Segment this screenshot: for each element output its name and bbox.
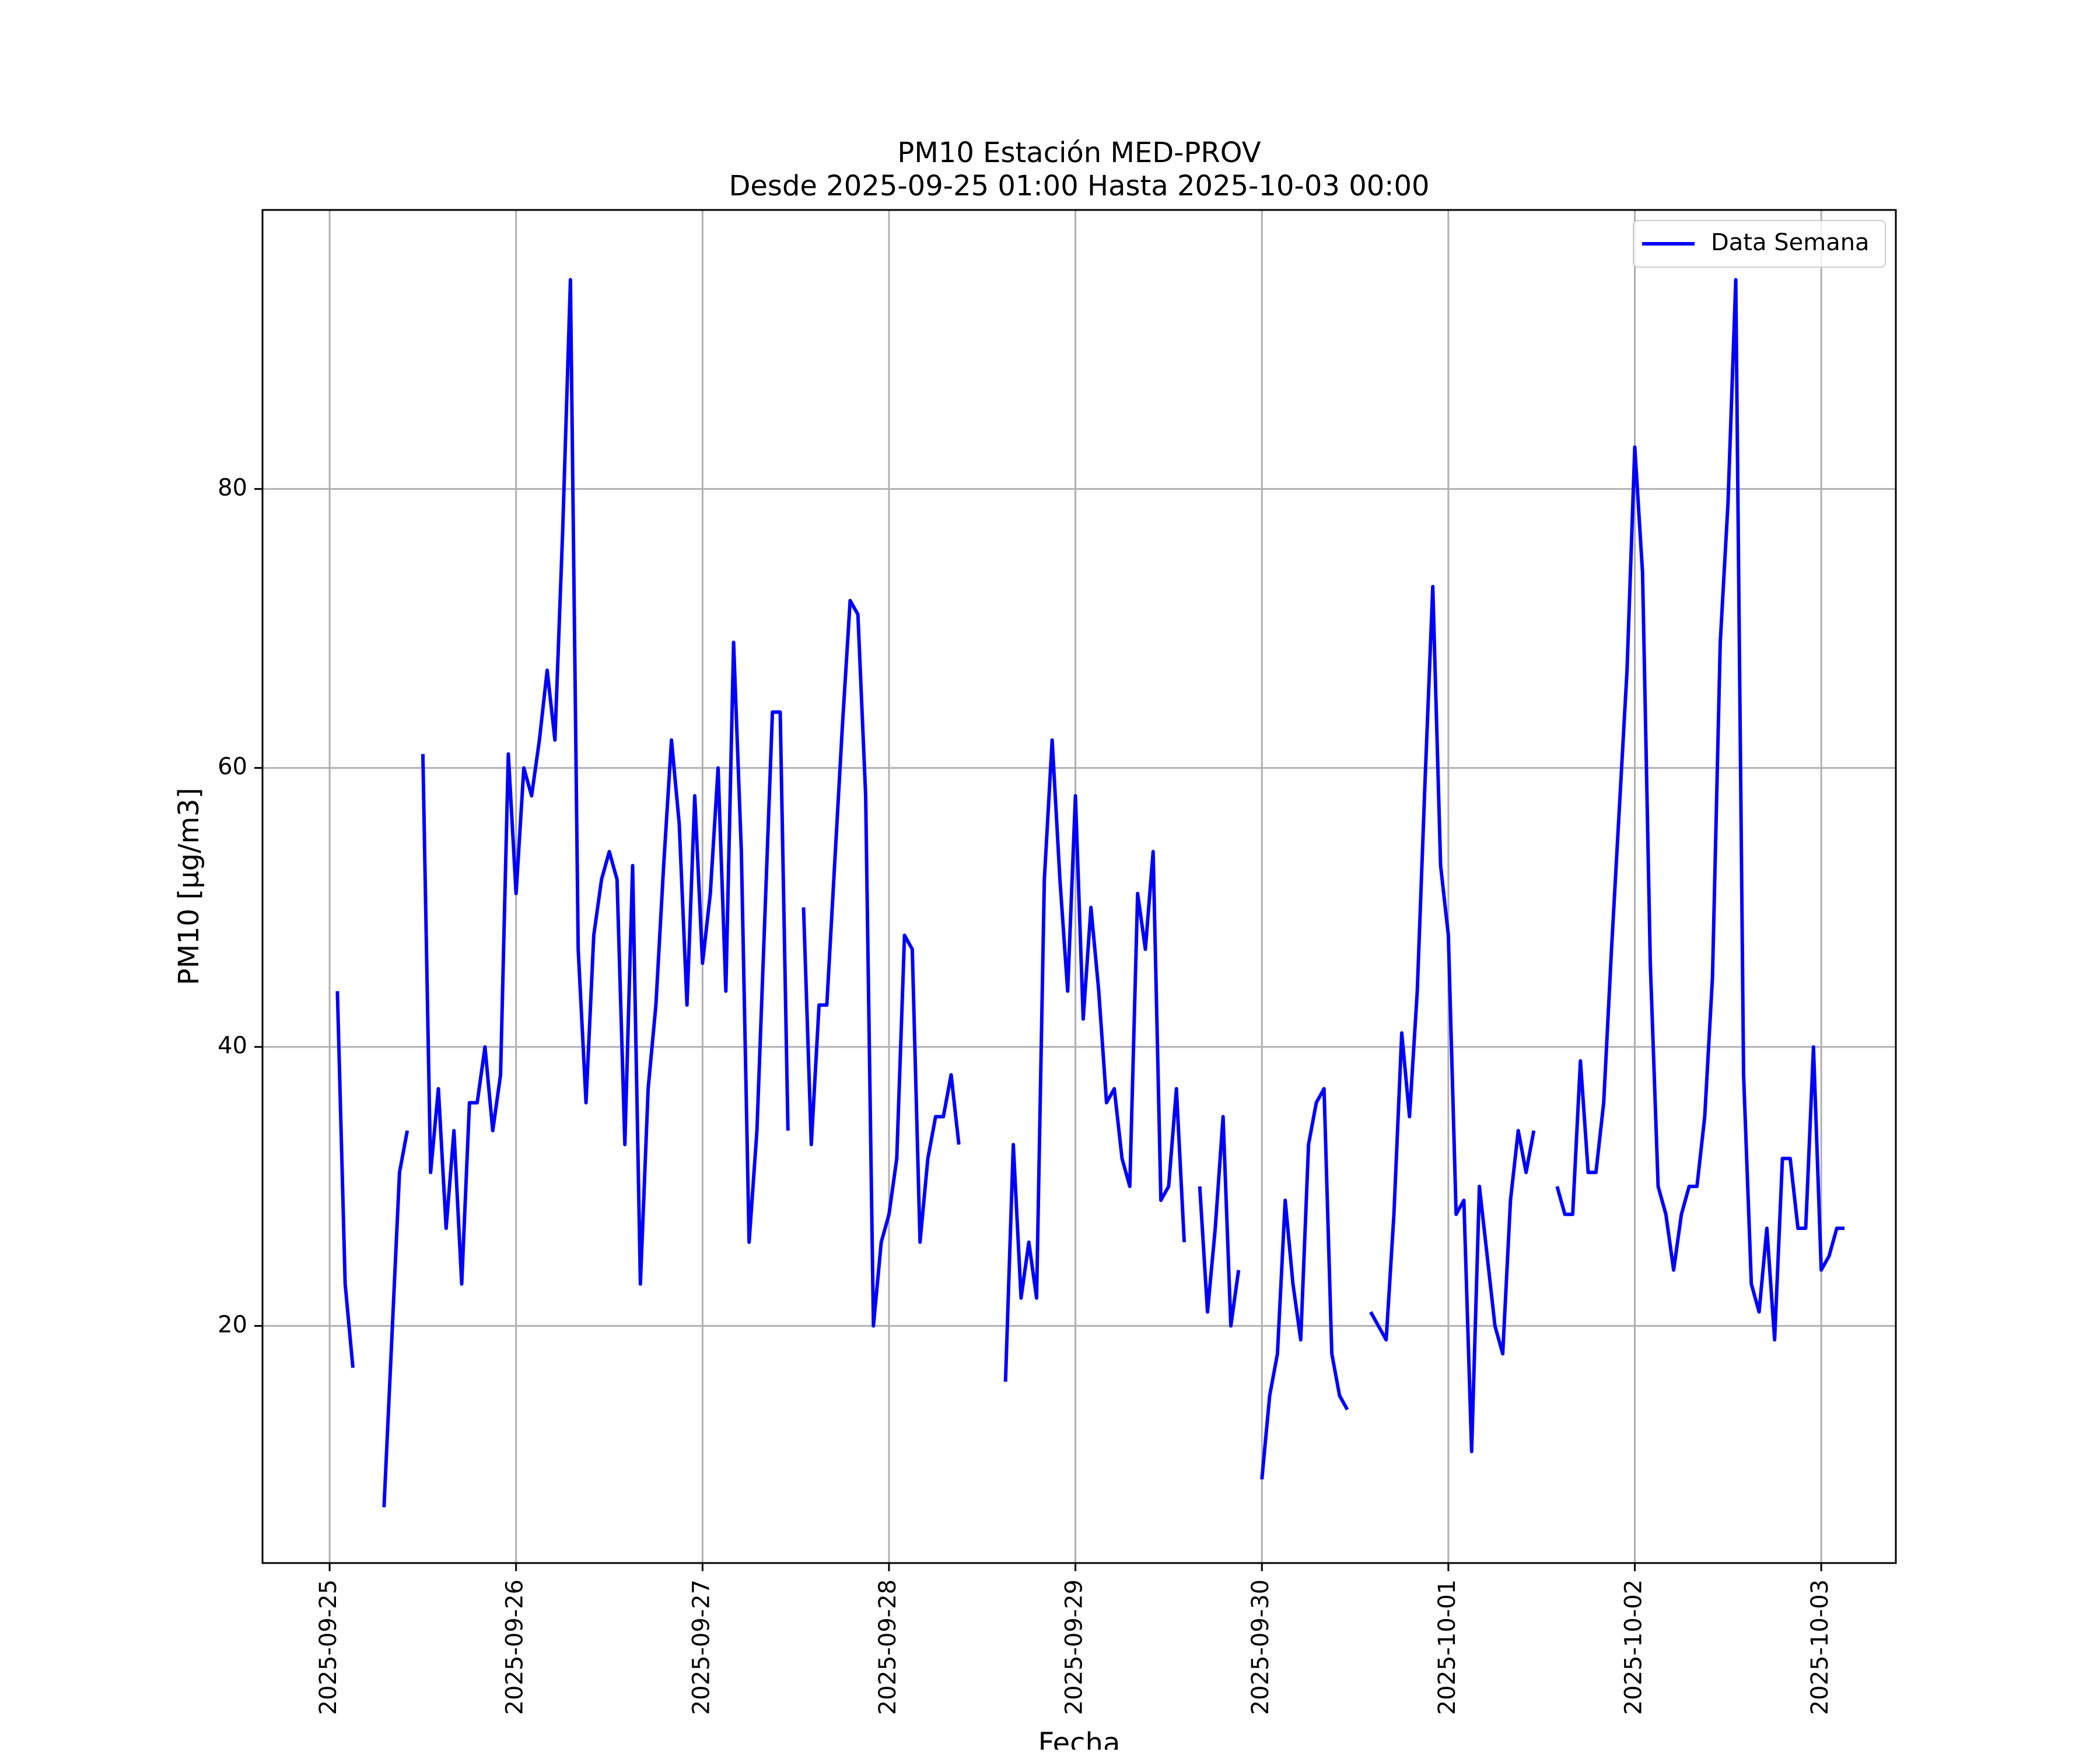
y-tick-label: 60 — [218, 754, 247, 780]
x-tick-label: 2025-09-25 — [315, 1579, 342, 1715]
plot-frame — [261, 209, 1897, 1564]
x-axis-label: Fecha — [1038, 1727, 1121, 1750]
series-line-segment — [1260, 1087, 1349, 1480]
legend-label: Data Semana — [1711, 229, 1870, 256]
chart-subtitle: Desde 2025-09-25 01:00 Hasta 2025-10-03 … — [729, 170, 1429, 202]
y-tick-label: 20 — [218, 1311, 247, 1338]
axis-ticks: 2025-09-25 2025-09-26 2025-09-27 2025-09-28… — [218, 474, 1833, 1715]
x-tick-label: 2025-10-02 — [1620, 1579, 1647, 1715]
x-tick-label: 2025-09-26 — [502, 1579, 528, 1715]
x-tick-label: 2025-09-30 — [1247, 1579, 1274, 1715]
x-tick-label: 2025-09-28 — [874, 1579, 901, 1715]
series-line-segment — [1555, 278, 1845, 1342]
y-tick-label: 40 — [218, 1032, 247, 1059]
legend: Data Semana — [1633, 220, 1886, 268]
chart-title: PM10 Estación MED-PROV — [897, 136, 1261, 169]
y-tick-label: 80 — [218, 474, 247, 501]
series-line-segment — [1369, 584, 1536, 1453]
y-axis-label: PM10 [μg/m3] — [173, 788, 205, 986]
series-line-segment — [335, 991, 355, 1368]
series-layer — [335, 278, 1845, 1508]
series-line-segment — [382, 1130, 410, 1508]
legend-box — [1633, 220, 1886, 268]
series-line-segment — [421, 278, 790, 1286]
series-line-segment — [802, 598, 961, 1328]
series-line-segment — [1198, 1115, 1241, 1328]
x-tick-label: 2025-09-27 — [688, 1579, 715, 1715]
x-tick-label: 2025-10-01 — [1434, 1579, 1461, 1715]
series-line-segment — [1003, 738, 1186, 1382]
x-tick-label: 2025-10-03 — [1807, 1579, 1833, 1715]
x-tick-label: 2025-09-29 — [1061, 1579, 1088, 1715]
